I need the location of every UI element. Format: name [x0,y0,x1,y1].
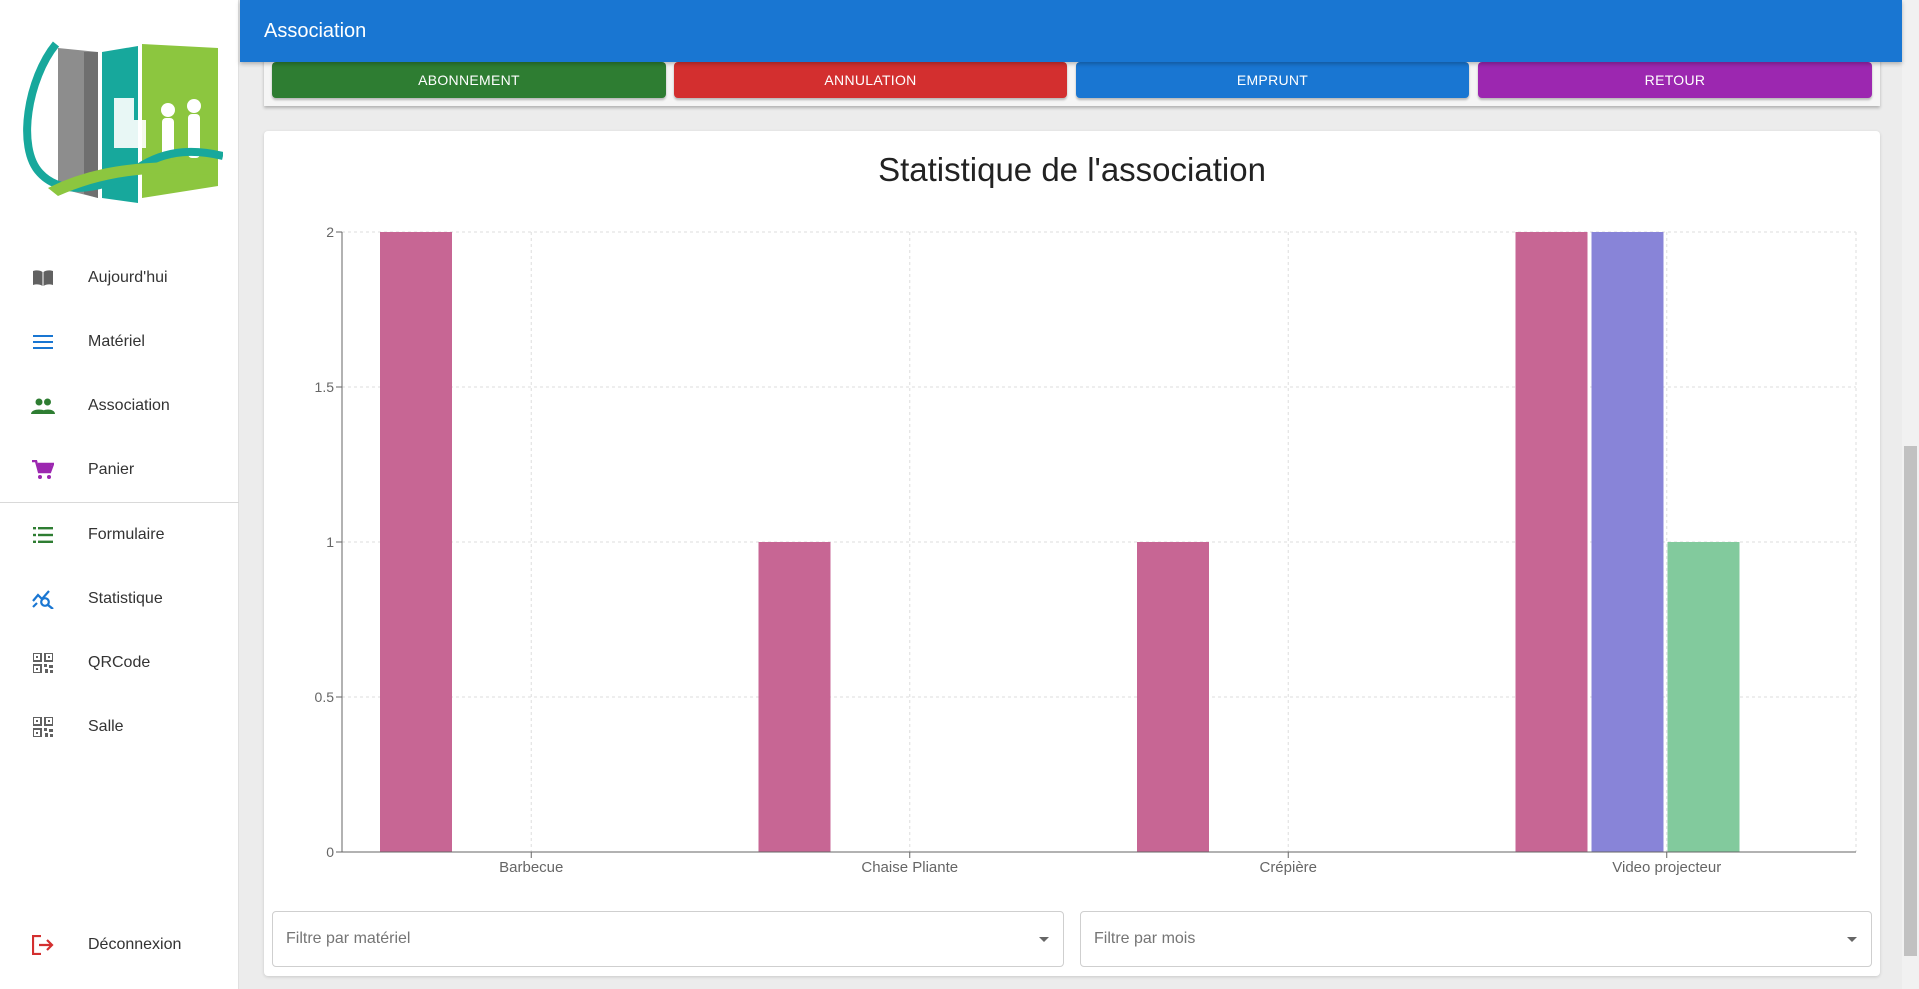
page-title: Association [264,20,367,42]
chevron-down-icon [1847,937,1857,942]
chart-bar [1515,232,1588,852]
sidebar-item-materiel[interactable]: Matériel [0,310,239,374]
qrcode-icon [30,650,56,676]
people-icon [30,393,56,419]
app-bar: Association [240,0,1902,62]
cart-icon [30,457,56,483]
logout-icon [30,932,56,958]
chart-bar [380,232,452,852]
logout-section: Déconnexion [0,913,239,977]
chart-search-icon [30,586,56,612]
sidebar-item-label: Matériel [88,333,145,350]
emprunt-button[interactable]: EMPRUNT [1076,62,1469,98]
chart-bar [1137,542,1209,852]
sidebar-item-label: Statistique [88,590,163,607]
x-tick-label: Chaise Pliante [861,859,958,876]
sidebar: Aujourd'hui Matériel Association Panier [0,0,239,989]
annulation-button[interactable]: ANNULATION [674,62,1067,98]
chart-title: Statistique de l'association [878,151,1266,188]
sidebar-divider [0,502,239,503]
sidebar-item-association[interactable]: Association [0,374,239,438]
sidebar-item-label: QRCode [88,654,151,671]
list-icon [30,522,56,548]
sidebar-item-label: Salle [88,718,124,735]
scrollbar-thumb[interactable] [1904,446,1917,956]
page-scrollbar[interactable] [1902,0,1919,989]
book-open-icon [30,265,56,291]
logout-label: Déconnexion [88,936,182,953]
logout-button[interactable]: Déconnexion [0,913,239,977]
retour-button[interactable]: RETOUR [1478,62,1872,98]
chart-bar [758,542,831,852]
sidebar-item-label: Panier [88,461,135,478]
sidebar-item-salle[interactable]: Salle [0,695,239,759]
sidebar-item-panier[interactable]: Panier [0,438,239,502]
y-tick-label: 2 [326,224,334,240]
month-filter-select[interactable]: Filtre par mois [1080,911,1872,967]
sidebar-item-aujourdhui[interactable]: Aujourd'hui [0,246,239,310]
sidebar-item-label: Association [88,397,170,414]
sidebar-nav: Aujourd'hui Matériel Association Panier [0,246,239,759]
month-filter-placeholder: Filtre par mois [1094,930,1196,947]
x-tick-label: Video projecteur [1612,859,1721,876]
y-tick-label: 0 [326,844,334,860]
abonnement-button[interactable]: ABONNEMENT [272,62,666,98]
qrcode-icon [30,714,56,740]
x-tick-label: Crépière [1259,859,1317,876]
bar-chart: 0 0.5 1 1.5 2 Barbecue Chaise Pliante Crépière V… [315,224,1857,876]
x-tick-label: Barbecue [499,859,563,876]
sidebar-item-formulaire[interactable]: Formulaire [0,503,239,567]
chart-bar [1591,232,1664,852]
menu-lines-icon [30,329,56,355]
y-tick-label: 1.5 [315,379,335,395]
chevron-down-icon [1039,937,1049,942]
material-filter-select[interactable]: Filtre par matériel [272,911,1064,967]
association-logo [18,38,224,203]
y-tick-label: 1 [326,534,334,550]
sidebar-item-qrcode[interactable]: QRCode [0,631,239,695]
statistics-card: Statistique de l'association 0 0.5 1 1.5 2 Ba… [264,131,1880,976]
chart-bar [1667,542,1740,852]
y-tick-label: 0.5 [315,689,335,705]
sidebar-item-label: Aujourd'hui [88,269,168,286]
sidebar-item-label: Formulaire [88,526,165,543]
material-filter-placeholder: Filtre par matériel [286,930,411,947]
sidebar-item-statistique[interactable]: Statistique [0,567,239,631]
